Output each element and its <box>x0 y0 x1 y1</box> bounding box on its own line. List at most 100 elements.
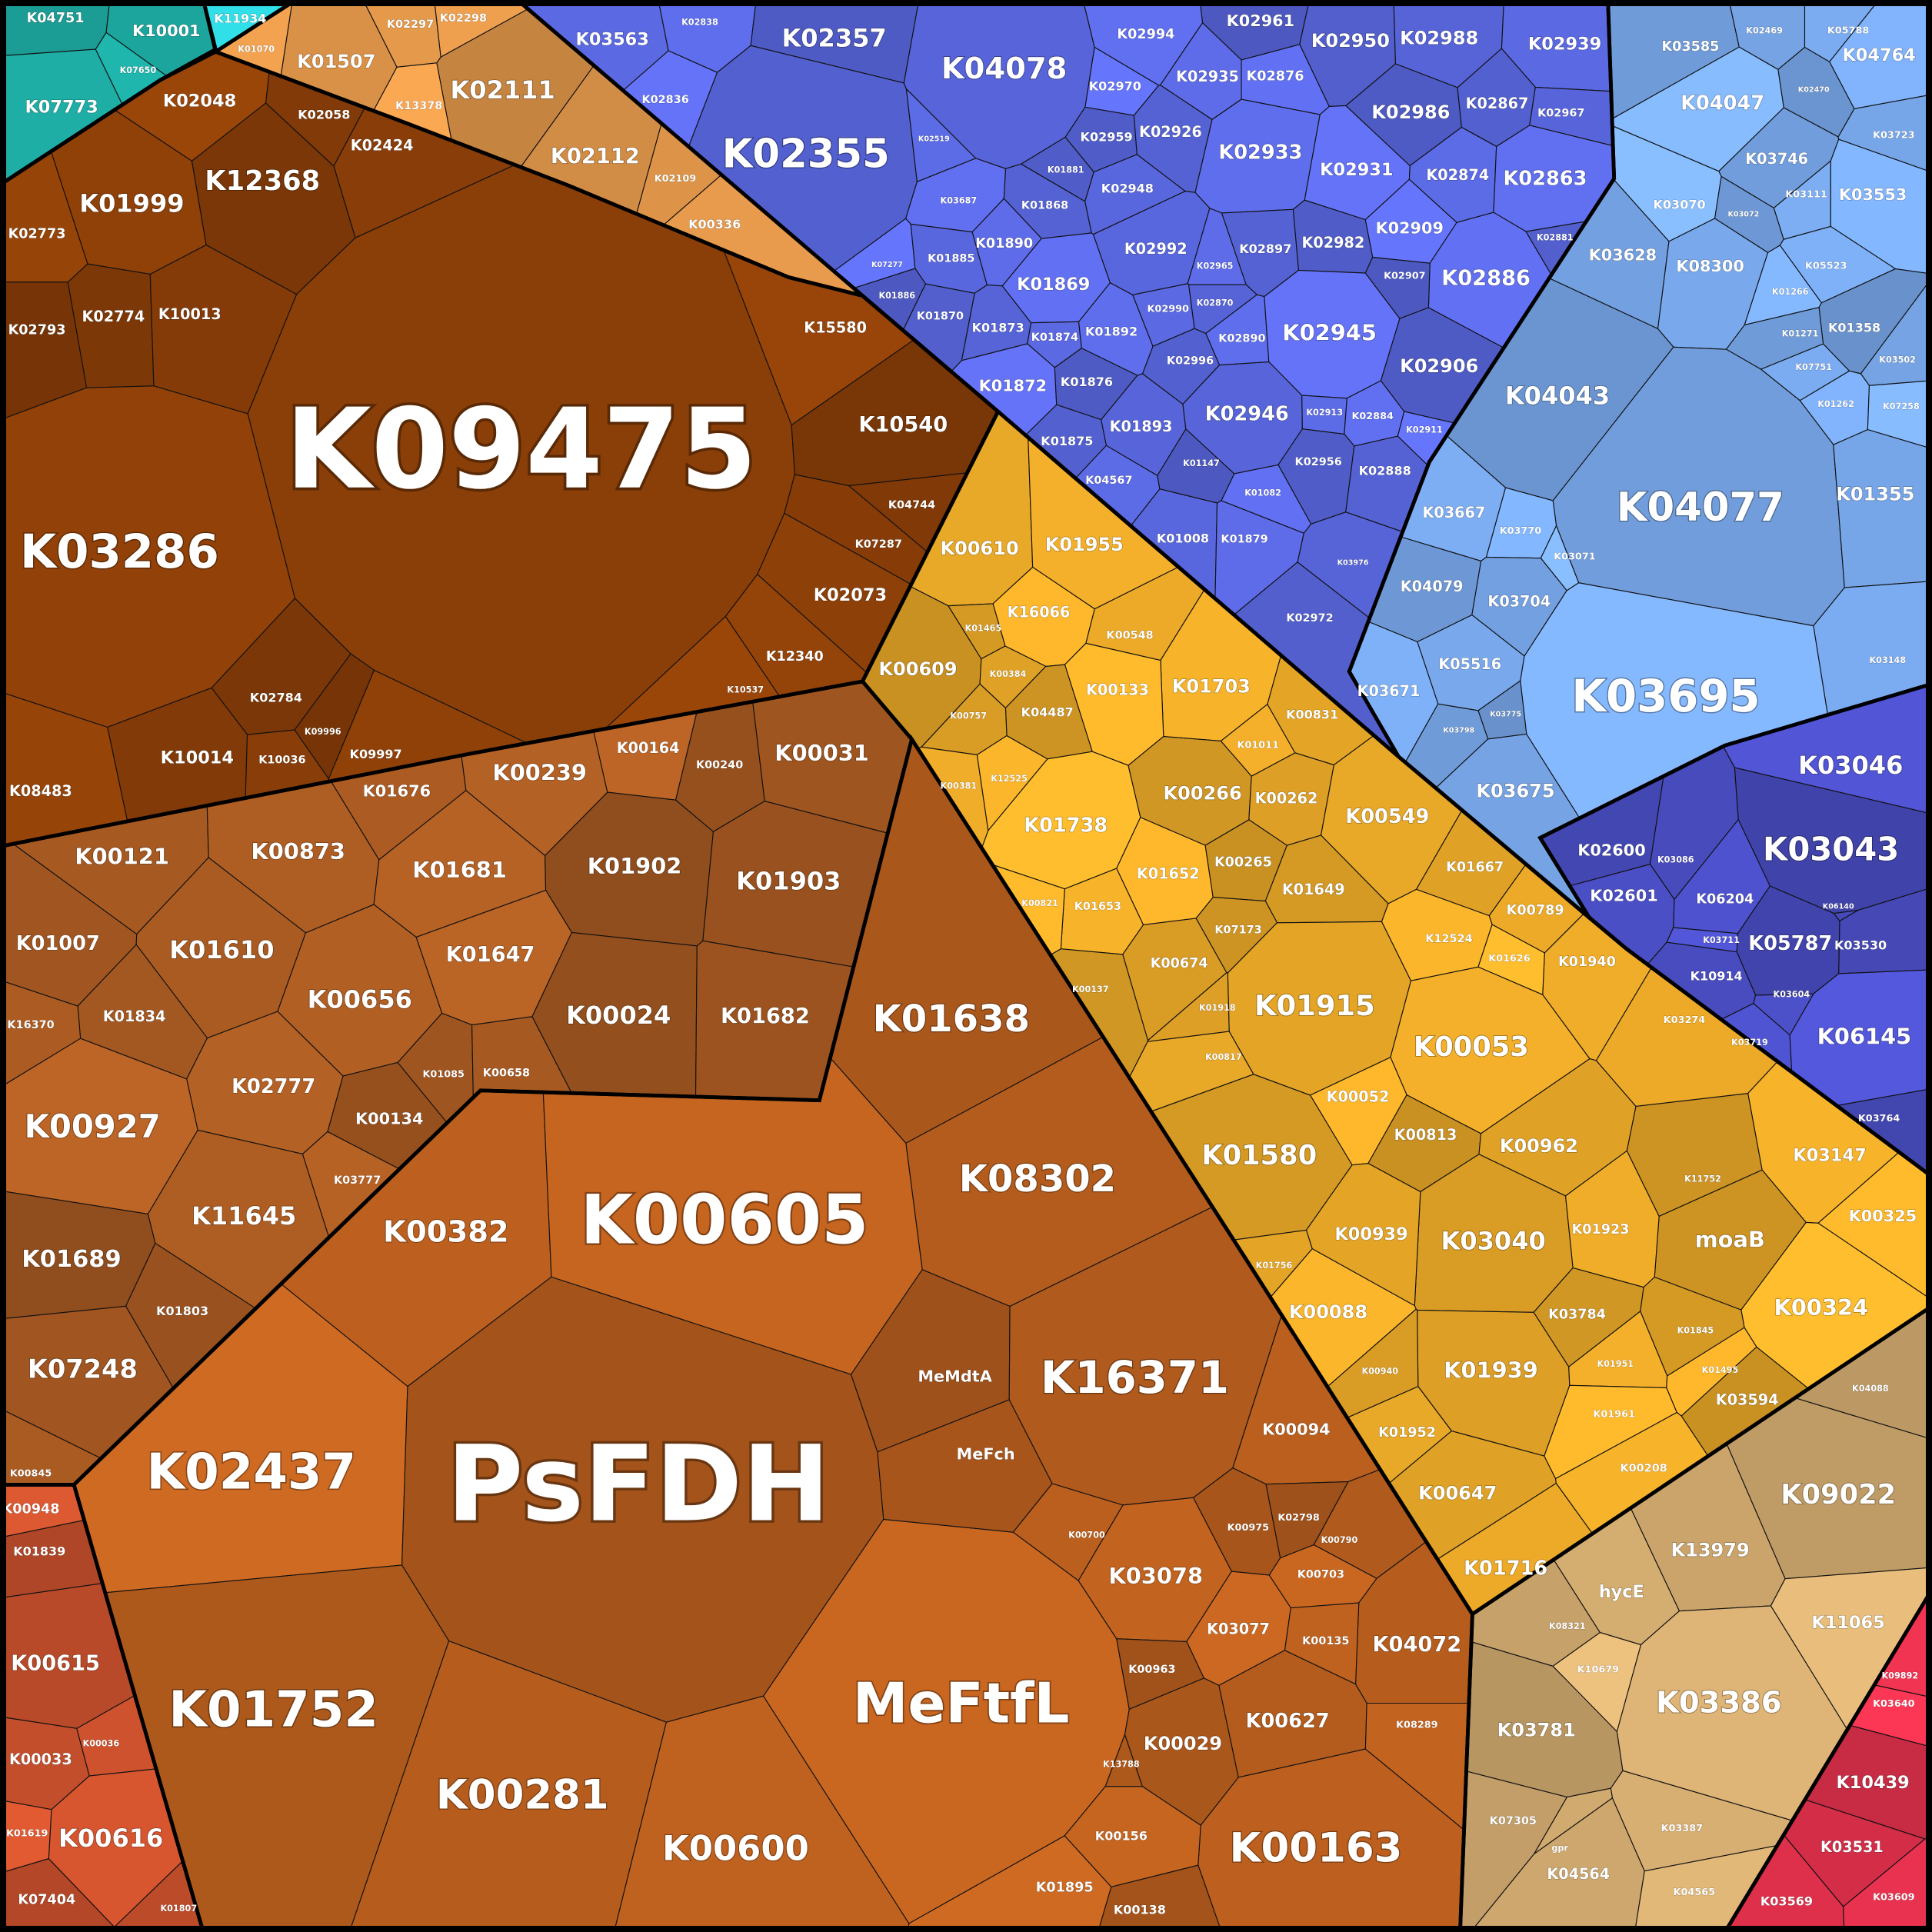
cell-K00138 <box>1097 1864 1222 1932</box>
cell-label: K01879 <box>1221 534 1267 546</box>
cell-label: moaB <box>1695 1227 1765 1253</box>
cell-label: K02470 <box>1798 85 1830 94</box>
cell-label: K02986 <box>1371 102 1450 123</box>
cell-label: K02297 <box>387 18 434 31</box>
cell-label: K01652 <box>1137 864 1200 882</box>
cell-label: K01892 <box>1085 324 1138 338</box>
cell-label: K00845 <box>10 1468 52 1480</box>
cell-label: K00610 <box>941 538 1019 559</box>
cell-label: K04088 <box>1852 1384 1889 1394</box>
cell-label: K03723 <box>1873 130 1914 142</box>
cell-label: K01007 <box>16 932 100 955</box>
cell-label: K01923 <box>1572 1222 1630 1237</box>
cell-label: K02897 <box>1239 242 1291 256</box>
cell-label: K02988 <box>1400 28 1478 49</box>
cell-label: K00790 <box>1321 1535 1358 1545</box>
cell-label: K07173 <box>1214 924 1261 937</box>
cell-label: K01951 <box>1597 1359 1634 1369</box>
cell-label: K02058 <box>298 107 350 122</box>
cell-label: K10014 <box>161 748 234 768</box>
cell-label: K02774 <box>82 308 145 325</box>
cell-label: K03553 <box>1839 185 1907 204</box>
cell-label: K02909 <box>1375 218 1444 237</box>
cell-label: K12525 <box>991 774 1028 784</box>
cell-label: K01738 <box>1024 814 1108 837</box>
cell-label: K00262 <box>1255 790 1318 808</box>
cell-label: K02982 <box>1302 234 1365 251</box>
cell-label: K02888 <box>1359 463 1411 478</box>
cell-label: K01266 <box>1772 287 1809 297</box>
cell-label: K01638 <box>873 998 1030 1041</box>
cell-label: K07287 <box>855 538 902 551</box>
cell-label: K02972 <box>1286 612 1333 625</box>
cell-label: K10679 <box>1577 1664 1620 1675</box>
cell-label: K04744 <box>888 499 935 511</box>
cell-label: hycE <box>1599 1582 1644 1602</box>
cell-label: K00281 <box>436 1772 609 1819</box>
cell-label: K00033 <box>9 1750 72 1768</box>
cell-label: K03585 <box>1662 39 1720 55</box>
cell-label: K01869 <box>1017 275 1090 295</box>
cell-label: K03147 <box>1793 1146 1866 1166</box>
cell-label: K00831 <box>1286 708 1338 722</box>
cell-label: K02876 <box>1247 68 1304 84</box>
cell-label: K05523 <box>1805 261 1847 272</box>
cell-label: K01082 <box>1244 488 1281 498</box>
cell-label: K02935 <box>1176 68 1239 85</box>
cell-label: K01893 <box>1110 418 1173 435</box>
cell-K11752 <box>1626 1093 1763 1217</box>
cell-label: K01689 <box>22 1246 121 1273</box>
cell-label: K02600 <box>1577 841 1646 859</box>
cell-label: K09997 <box>350 747 402 761</box>
cell-label: K02990 <box>1148 304 1190 315</box>
cell-K00975 <box>1192 1467 1281 1576</box>
cell-label: K02992 <box>1124 240 1188 258</box>
cell-K03148 <box>1813 581 1932 716</box>
cell-label: K00940 <box>1361 1367 1398 1377</box>
cell-label: K01868 <box>1021 200 1068 212</box>
cell-label: K07248 <box>28 1354 138 1384</box>
cell-label: K01870 <box>917 311 964 323</box>
cell-label: K03530 <box>1834 938 1887 952</box>
cell-label: K09892 <box>1882 1671 1919 1681</box>
cell-label: K00939 <box>1334 1224 1407 1244</box>
cell-label: K02355 <box>722 131 890 177</box>
cell-label: K00164 <box>617 739 680 757</box>
cell-label: K01271 <box>1782 329 1819 339</box>
cell-label: K01952 <box>1378 1425 1436 1441</box>
cell-label: K03072 <box>1727 210 1759 218</box>
cell-label: K01903 <box>736 866 841 895</box>
cell-label: K03274 <box>1664 1014 1706 1026</box>
cell-label: K08302 <box>959 1158 1116 1201</box>
cell-label: K03976 <box>1337 559 1369 568</box>
cell-label: K04072 <box>1372 1633 1461 1657</box>
cell-label: K00031 <box>774 740 869 766</box>
cell-label: K00053 <box>1414 1031 1529 1063</box>
cell-label: K01085 <box>423 1068 465 1080</box>
cell-label: K02933 <box>1218 142 1302 165</box>
cell-label: K09996 <box>305 727 341 737</box>
cell-K13788 <box>1104 1733 1144 1787</box>
cell-label: K01682 <box>721 1004 810 1028</box>
cell-label: K01845 <box>1677 1326 1714 1336</box>
cell-K09996 <box>294 653 375 780</box>
cell-label: K03764 <box>1858 1113 1900 1124</box>
cell-label: K01752 <box>168 1682 378 1739</box>
cell-label: K04077 <box>1617 485 1784 531</box>
cell-label: K06204 <box>1696 891 1754 907</box>
cell-label: K13378 <box>395 100 442 112</box>
cell-label: K01070 <box>238 45 275 55</box>
cell-label: K02950 <box>1311 30 1390 52</box>
cell-label: K01358 <box>1828 321 1880 335</box>
cell-label: K03671 <box>1357 682 1421 700</box>
cell-label: K03704 <box>1487 592 1551 610</box>
cell-label: K11645 <box>192 1201 296 1231</box>
cell-label: K04078 <box>941 52 1068 86</box>
cell-label: K00757 <box>950 711 987 721</box>
cell-label: K09022 <box>1780 1479 1896 1511</box>
cell-label: K02519 <box>918 135 950 144</box>
cell-label: K11934 <box>214 12 266 26</box>
cell-label: K01807 <box>160 1904 197 1914</box>
